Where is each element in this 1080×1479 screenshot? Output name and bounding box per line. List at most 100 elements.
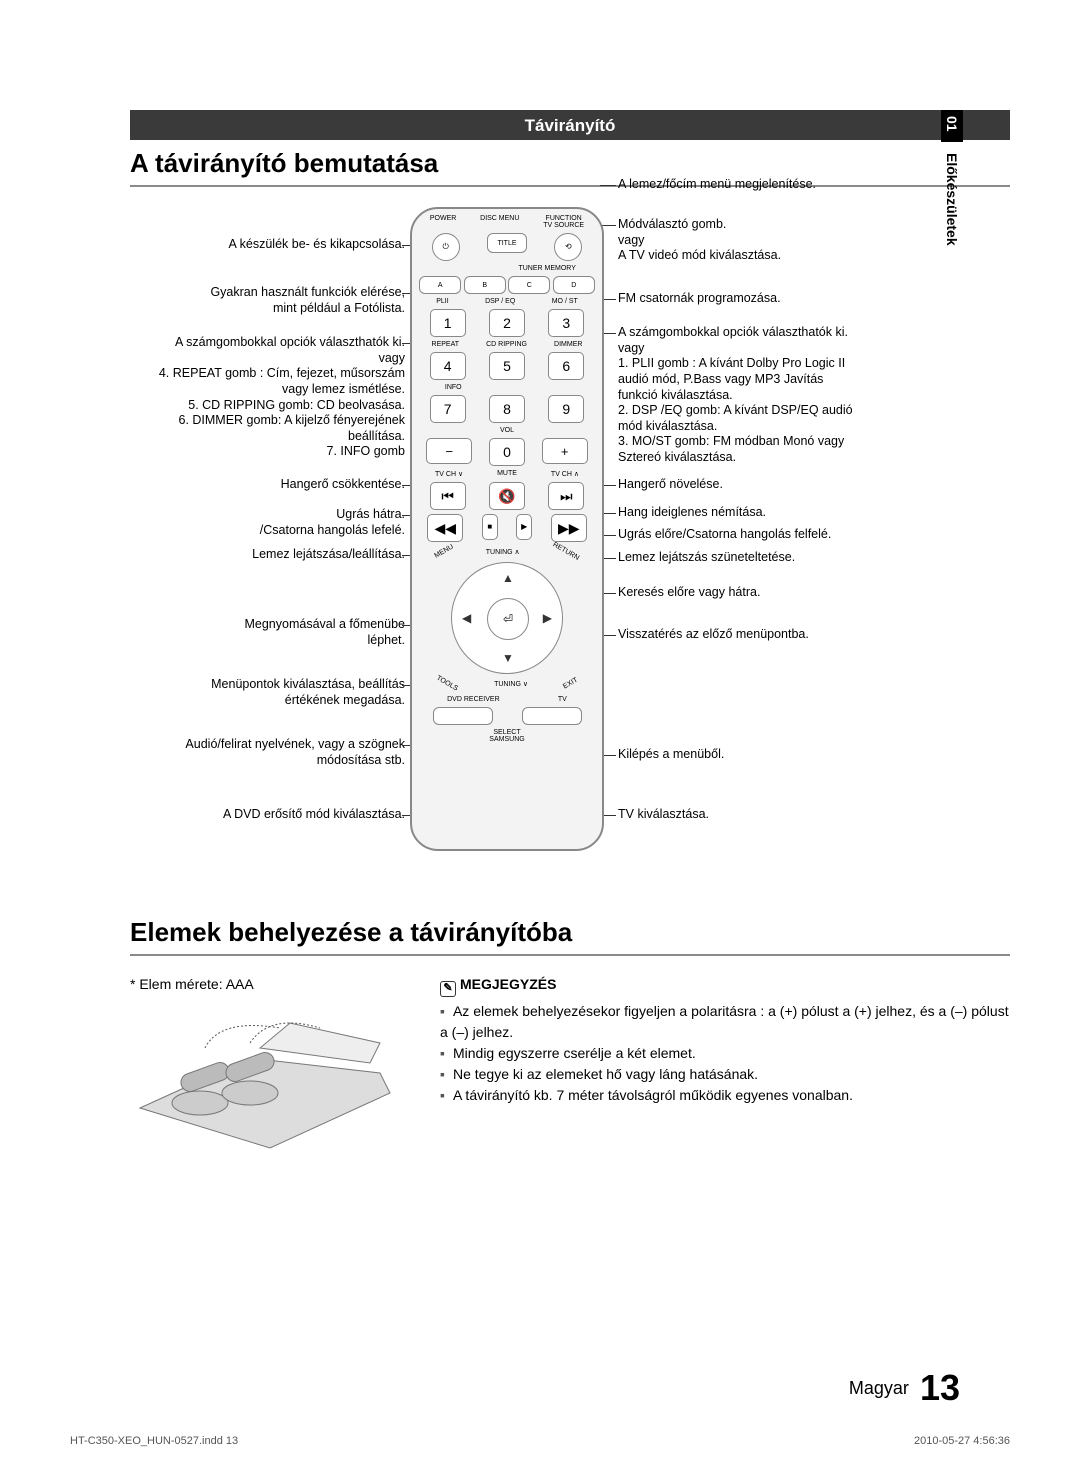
title-button[interactable]: TITLE (487, 233, 527, 253)
left-callout: Menüpontok kiválasztása, beállítás érték… (135, 677, 405, 708)
next-button[interactable]: ⏭ (548, 482, 584, 510)
right-callout: A számgombokkal opciók választhatók ki. … (618, 325, 938, 466)
label-return: RETURN (551, 541, 580, 563)
section-header: Távirányító (130, 110, 1010, 140)
dpad[interactable]: ▲ ▼ ◀ ▶ ⏎ (451, 562, 563, 674)
battery-left: * Elem mérete: AAA (130, 976, 410, 1168)
label-most: MO / ST (552, 298, 578, 305)
left-callout: Hangerő csökkentése. (135, 477, 405, 493)
section-title-2: Elemek behelyezése a távirányítóba (130, 917, 1010, 956)
tv-button[interactable] (522, 707, 582, 725)
label-tuninga: TUNING ∧ (486, 548, 520, 556)
forward-button[interactable]: ▶▶ (551, 514, 587, 542)
num-8[interactable]: 8 (489, 395, 525, 423)
play-button[interactable]: ▶ (516, 514, 532, 540)
left-callout: Megnyomásával a főmenübe léphet. (135, 617, 405, 648)
num-7[interactable]: 7 (430, 395, 466, 423)
remote-body: POWER DISC MENU FUNCTION TV SOURCE ⏻ TIT… (410, 207, 604, 851)
label-samsung: SAMSUNG (489, 736, 524, 743)
note-item: A távirányító kb. 7 méter távolságról mű… (440, 1085, 1010, 1106)
dvd-receiver-button[interactable] (433, 707, 493, 725)
right-callout: TV kiválasztása. (618, 807, 938, 823)
right-callout: A lemez/főcím menü megjelenítése. (618, 177, 938, 193)
label-tools: TOOLS (435, 675, 459, 694)
rewind-button[interactable]: ◀◀ (427, 514, 463, 542)
num-6[interactable]: 6 (548, 352, 584, 380)
left-callout: Audió/felirat nyelvének, vagy a szögnek … (135, 737, 405, 768)
label-power: POWER (430, 215, 456, 229)
label-tvcha: TV CH ∧ (551, 470, 579, 478)
right-callout: FM csatornák programozása. (618, 291, 938, 307)
d-button[interactable]: D (553, 276, 595, 294)
label-function: FUNCTION TV SOURCE (543, 215, 584, 229)
function-button[interactable]: ⟲ (554, 233, 582, 261)
left-callout: A készülék be- és kikapcsolása. (135, 237, 405, 253)
note-item: Ne tegye ki az elemeket hő vagy láng hat… (440, 1064, 1010, 1085)
stop-button[interactable]: ■ (482, 514, 498, 540)
footer-file: HT-C350-XEO_HUN-0527.indd 13 (70, 1435, 238, 1447)
page-footer: Magyar 13 (849, 1367, 960, 1409)
label-dimmer: DIMMER (554, 341, 582, 348)
right-callout: Kilépés a menüből. (618, 747, 938, 763)
label-dspeq: DSP / EQ (485, 298, 515, 305)
note-item: Az elemek behelyezésekor figyeljen a pol… (440, 1001, 1010, 1043)
label-repeat: REPEAT (432, 341, 460, 348)
battery-section: * Elem mérete: AAA (130, 976, 1010, 1168)
note-item: Mindig egyszerre cserélje a két elemet. (440, 1043, 1010, 1064)
note-list: Az elemek behelyezésekor figyeljen a pol… (440, 1001, 1010, 1106)
left-callout: A DVD erősítő mód kiválasztása. (135, 807, 405, 823)
b-button[interactable]: B (464, 276, 506, 294)
side-tab-num: 01 (941, 110, 963, 142)
label-tvchv: TV CH ∨ (435, 470, 463, 478)
left-callout: Ugrás hátra. /Csatorna hangolás lefelé. (135, 507, 405, 538)
left-callout: Gyakran használt funkciók elérése, mint … (135, 285, 405, 316)
left-callout: A számgombokkal opciók választhatók ki. … (135, 335, 405, 460)
label-tuner-memory: TUNER MEMORY (518, 265, 575, 272)
label-mute: MUTE (497, 470, 517, 478)
note-heading: ✎MEGJEGYZÉS (440, 976, 1010, 997)
battery-size-text: * Elem mérete: AAA (130, 976, 410, 992)
num-3[interactable]: 3 (548, 309, 584, 337)
remote-diagram: A készülék be- és kikapcsolása. Gyakran h… (130, 207, 1010, 887)
label-tuningv: TUNING ∨ (494, 680, 528, 688)
footer-lang: Magyar (849, 1378, 909, 1398)
num-0[interactable]: 0 (489, 438, 525, 466)
power-button[interactable]: ⏻ (432, 233, 460, 261)
label-cdrip: CD RIPPING (486, 341, 527, 348)
right-callout: Hangerő növelése. (618, 477, 938, 493)
right-callout: Lemez lejátszás szüneteltetése. (618, 550, 938, 566)
vol-down[interactable]: − (426, 438, 472, 464)
left-callout: Lemez lejátszása/leállítása. (135, 547, 405, 563)
enter-button[interactable]: ⏎ (487, 598, 529, 640)
label-menu: MENU (433, 543, 455, 560)
mute-button[interactable]: 🔇 (489, 482, 525, 510)
footer-timestamp: 2010-05-27 4:56:36 (914, 1435, 1010, 1447)
num-2[interactable]: 2 (489, 309, 525, 337)
footer-page-number: 13 (920, 1367, 960, 1408)
label-select: SELECT (493, 729, 520, 736)
right-callout: Visszatérés az előző menüpontba. (618, 627, 938, 643)
note-icon: ✎ (440, 981, 456, 997)
label-tv: TV (558, 696, 567, 703)
notes-block: ✎MEGJEGYZÉS Az elemek behelyezésekor fig… (440, 976, 1010, 1168)
a-button[interactable]: A (419, 276, 461, 294)
right-callout: Módválasztó gomb. vagy A TV videó mód ki… (618, 217, 938, 264)
page: 01 Előkészületek Távirányító A távirányí… (0, 0, 1080, 1479)
num-5[interactable]: 5 (489, 352, 525, 380)
label-info: INFO (445, 384, 462, 391)
right-callout: Keresés előre vagy hátra. (618, 585, 938, 601)
label-plii: PLII (436, 298, 448, 305)
label-exit: EXIT (562, 677, 579, 692)
label-dvdrecv: DVD RECEIVER (447, 696, 500, 703)
num-9[interactable]: 9 (548, 395, 584, 423)
footer-meta: HT-C350-XEO_HUN-0527.indd 13 2010-05-27 … (70, 1435, 1010, 1447)
label-vol: VOL (500, 427, 514, 434)
prev-button[interactable]: ⏮ (430, 482, 466, 510)
num-4[interactable]: 4 (430, 352, 466, 380)
vol-up[interactable]: + (542, 438, 588, 464)
label-discmenu: DISC MENU (480, 215, 519, 229)
header-wrap: Távirányító A távirányító bemutatása (130, 110, 1010, 187)
battery-figure (130, 998, 410, 1168)
c-button[interactable]: C (508, 276, 550, 294)
num-1[interactable]: 1 (430, 309, 466, 337)
